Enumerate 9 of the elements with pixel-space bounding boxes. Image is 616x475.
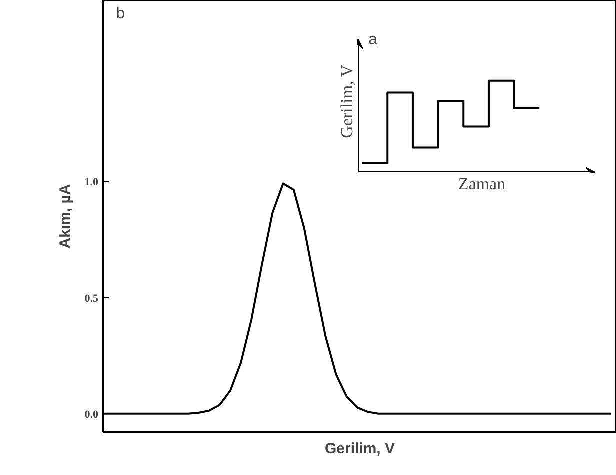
chart-title: b <box>116 6 126 22</box>
y-tick-label: 0.5 <box>84 292 99 305</box>
y-tick-label: 1.0 <box>84 176 99 189</box>
x-axis-title: Zaman <box>458 174 506 194</box>
y-axis-title: Akım, µA <box>56 184 74 249</box>
y-axis-title: Gerilim, V <box>338 64 356 138</box>
y-tick-label: 0.0 <box>84 408 99 421</box>
chart-title: a <box>368 32 378 48</box>
x-axis-title: Gerilim, V <box>324 440 396 458</box>
